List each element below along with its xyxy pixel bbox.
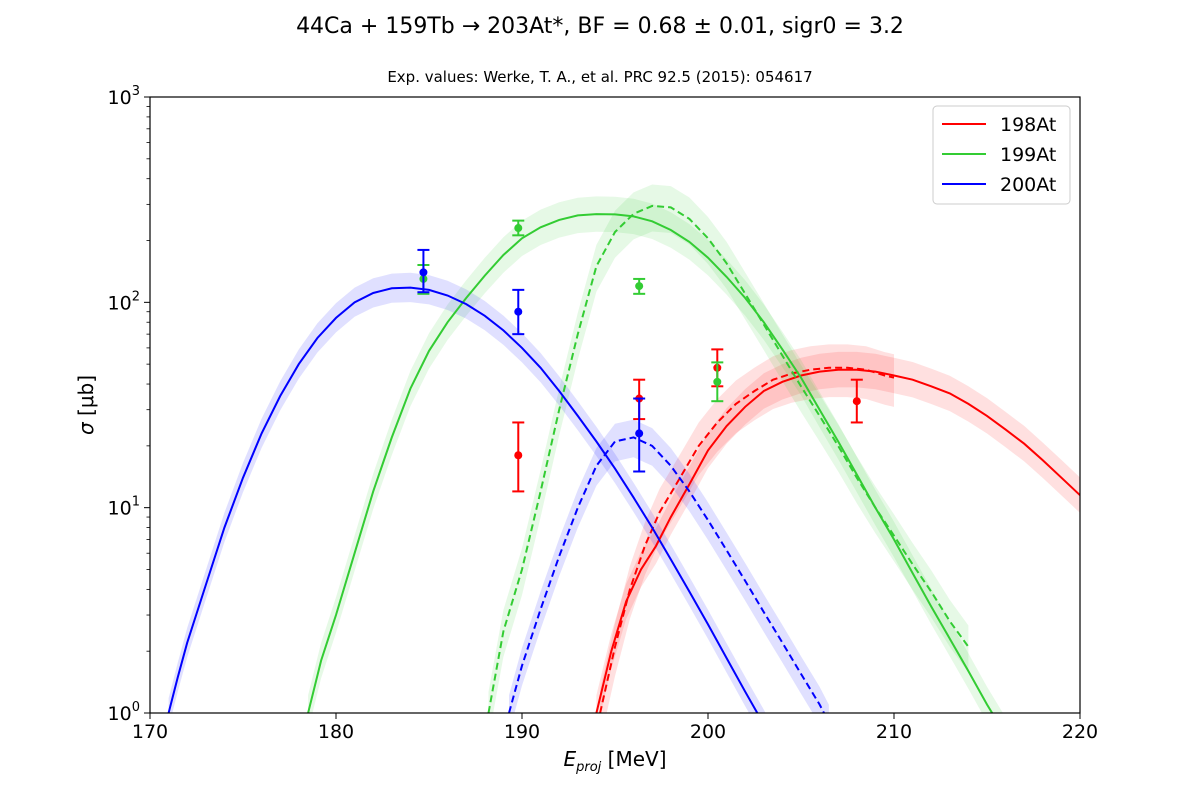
x-axis-label-unit: [MeV] — [601, 747, 666, 771]
x-tick-label: 220 — [1062, 721, 1098, 743]
band-solid-200at — [168, 272, 766, 713]
y-tick-label: 100 — [108, 700, 140, 725]
x-axis-label: Eproj [MeV] — [563, 747, 666, 775]
data-point-199at-2 — [633, 277, 646, 295]
line-dashed-199at — [487, 204, 970, 713]
x-tick-label: 190 — [504, 721, 540, 743]
x-tick-label: 170 — [132, 721, 168, 743]
x-tick-label: 180 — [318, 721, 354, 743]
model-lines — [167, 204, 1080, 713]
band-dashed-199at — [488, 184, 969, 713]
data-point-198at-0 — [512, 421, 525, 493]
legend-label-199at: 199At — [1000, 144, 1056, 166]
y-axis-label: σ [μb] — [74, 375, 98, 435]
y-axis-label-unit: [μb] — [74, 375, 98, 422]
x-tick-label: 200 — [690, 721, 726, 743]
y-tick-label: 103 — [108, 84, 140, 109]
data-point-199at-1 — [512, 219, 525, 237]
plot-frame — [149, 96, 1081, 714]
y-axis-label-symbol: σ — [74, 421, 98, 435]
marker — [852, 397, 861, 406]
marker — [713, 377, 722, 386]
line-dashed-198at — [599, 366, 895, 713]
legend-label-200at: 200At — [1000, 174, 1056, 196]
line-solid-198at — [595, 368, 1080, 713]
y-axis-ticks: 100 101 102 103 — [108, 84, 150, 725]
marker — [419, 268, 428, 277]
y-tick-label: 102 — [108, 289, 140, 314]
data-point-200at-2 — [633, 397, 646, 473]
legend-label-198at: 198At — [1000, 114, 1056, 136]
line-solid-200at — [167, 286, 759, 713]
chart-subtitle: Exp. values: Werke, T. A., et al. PRC 92… — [387, 68, 813, 86]
data-point-200at-0 — [417, 248, 430, 294]
data-point-200at-1 — [512, 288, 525, 336]
data-point-198at-3 — [850, 378, 863, 424]
marker — [514, 451, 523, 460]
x-axis-label-subscript: proj — [575, 760, 602, 775]
marker — [514, 307, 523, 316]
line-solid-199at — [307, 213, 994, 713]
legend: 198At 199At 200At — [932, 105, 1071, 205]
marker — [635, 282, 644, 291]
chart-title: 44Ca + 159Tb → 203At*, BF = 0.68 ± 0.01,… — [296, 14, 904, 39]
band-dashed-198at — [600, 344, 894, 713]
data-point-199at-3 — [711, 361, 724, 403]
x-axis-label-main: E — [563, 747, 576, 771]
marker — [514, 224, 523, 233]
uncertainty-bands — [168, 184, 1080, 713]
band-solid-198at — [596, 351, 1080, 713]
x-axis-ticks: 170 180 190 200 210 220 — [132, 713, 1098, 743]
marker — [635, 429, 644, 438]
y-tick-label: 101 — [108, 495, 140, 520]
band-dashed-200at — [509, 419, 829, 713]
legend-box — [932, 105, 1071, 205]
experimental-points — [417, 219, 863, 493]
x-tick-label: 210 — [876, 721, 912, 743]
